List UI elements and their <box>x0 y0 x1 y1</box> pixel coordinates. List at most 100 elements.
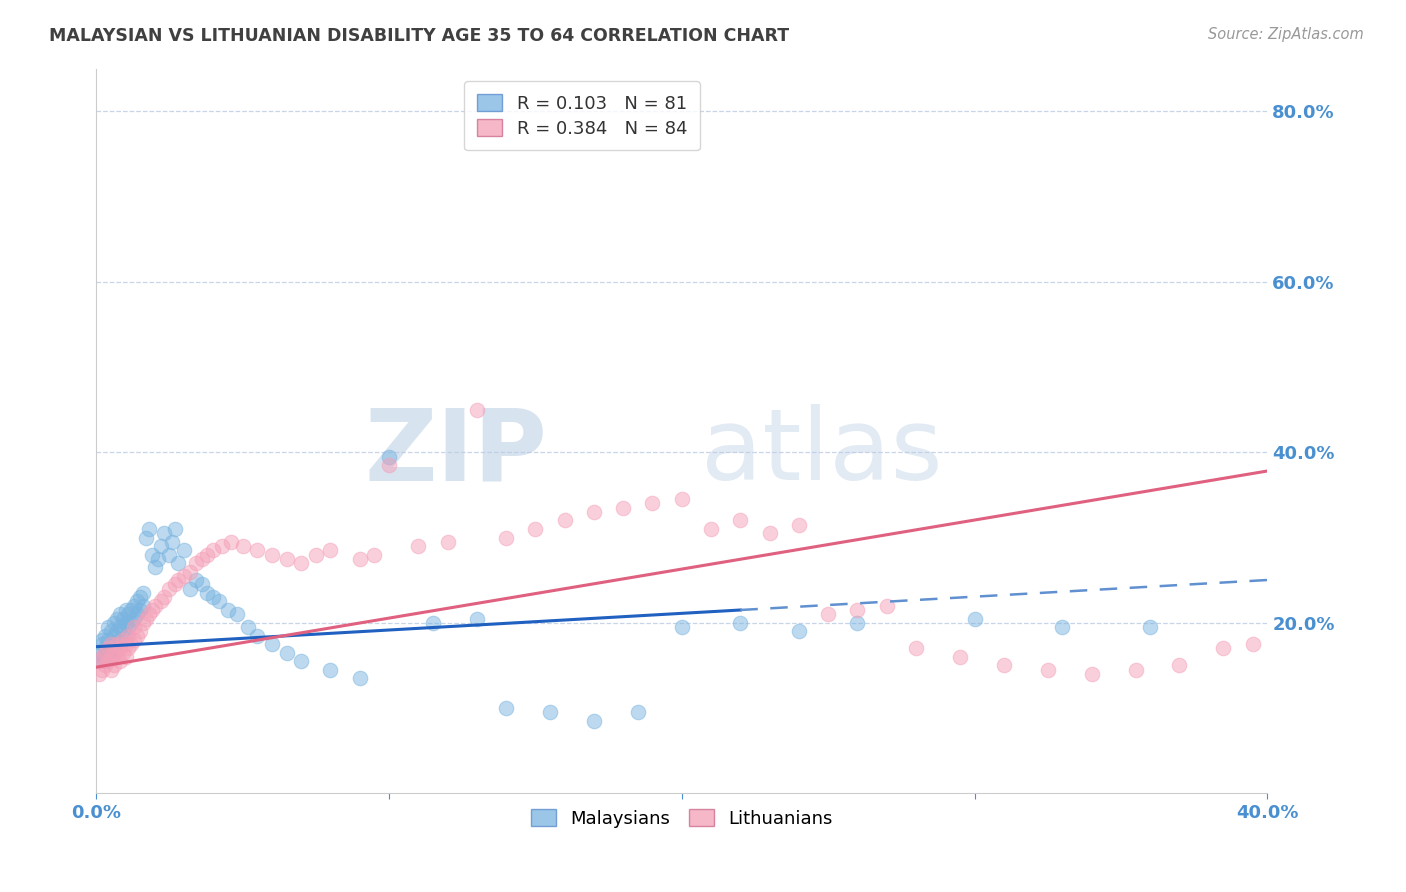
Point <box>100 624 122 639</box>
Point <box>103 646 125 660</box>
Point <box>108 654 131 668</box>
Point <box>184 573 207 587</box>
Point <box>127 594 149 608</box>
Point <box>91 649 114 664</box>
Point <box>219 534 242 549</box>
Point <box>730 615 752 630</box>
Point <box>1241 637 1264 651</box>
Point <box>127 607 149 622</box>
Point <box>124 599 146 613</box>
Point <box>465 402 488 417</box>
Text: MALAYSIAN VS LITHUANIAN DISABILITY AGE 35 TO 64 CORRELATION CHART: MALAYSIAN VS LITHUANIAN DISABILITY AGE 3… <box>49 27 789 45</box>
Point <box>120 615 142 630</box>
Point <box>94 658 117 673</box>
Point <box>211 539 233 553</box>
Point <box>671 620 693 634</box>
Point <box>120 603 142 617</box>
Point <box>876 599 898 613</box>
Point <box>100 637 122 651</box>
Point <box>159 548 181 562</box>
Point <box>208 594 231 608</box>
Point <box>105 611 128 625</box>
Point <box>349 671 371 685</box>
Point <box>105 624 128 639</box>
Point <box>114 637 136 651</box>
Point <box>152 526 174 541</box>
Point <box>305 548 328 562</box>
Point <box>290 556 312 570</box>
Legend: Malaysians, Lithuanians: Malaysians, Lithuanians <box>523 802 839 835</box>
Point <box>554 513 576 527</box>
Point <box>179 565 201 579</box>
Point <box>1271 654 1294 668</box>
Point <box>197 586 219 600</box>
Point <box>246 629 269 643</box>
Point <box>111 611 134 625</box>
Point <box>963 611 986 625</box>
Point <box>993 658 1015 673</box>
Point <box>143 560 166 574</box>
Point <box>91 649 114 664</box>
Point <box>97 632 120 647</box>
Point <box>582 505 605 519</box>
Point <box>124 611 146 625</box>
Point <box>582 714 605 728</box>
Point <box>846 615 869 630</box>
Point <box>97 641 120 656</box>
Point <box>111 646 134 660</box>
Point <box>378 450 401 464</box>
Point <box>465 611 488 625</box>
Point <box>1168 658 1191 673</box>
Point <box>167 556 190 570</box>
Point <box>117 641 139 656</box>
Point <box>671 492 693 507</box>
Point <box>1301 462 1323 476</box>
Point <box>132 599 155 613</box>
Point <box>89 646 111 660</box>
Point <box>1125 663 1147 677</box>
Point <box>904 641 927 656</box>
Point <box>495 531 517 545</box>
Point <box>89 667 111 681</box>
Point <box>846 603 869 617</box>
Point <box>141 548 163 562</box>
Point <box>111 632 134 647</box>
Point <box>108 641 131 656</box>
Point <box>179 582 201 596</box>
Point <box>129 591 152 605</box>
Point <box>100 649 122 664</box>
Point <box>103 615 125 630</box>
Point <box>349 552 371 566</box>
Point <box>120 637 142 651</box>
Point <box>260 548 283 562</box>
Point <box>94 629 117 643</box>
Point <box>143 599 166 613</box>
Point <box>238 620 260 634</box>
Point <box>260 637 283 651</box>
Point <box>949 649 972 664</box>
Point <box>114 603 136 617</box>
Point <box>100 637 122 651</box>
Point <box>117 620 139 634</box>
Point <box>108 607 131 622</box>
Point <box>436 534 458 549</box>
Point <box>319 543 342 558</box>
Point <box>538 706 561 720</box>
Point <box>787 517 810 532</box>
Point <box>1212 641 1234 656</box>
Point <box>135 611 157 625</box>
Point <box>1052 620 1074 634</box>
Point <box>129 624 152 639</box>
Point <box>173 569 195 583</box>
Point <box>132 615 155 630</box>
Point <box>202 543 225 558</box>
Point <box>89 654 111 668</box>
Point <box>225 607 247 622</box>
Point <box>232 539 254 553</box>
Point <box>138 522 160 536</box>
Point <box>97 620 120 634</box>
Point <box>108 620 131 634</box>
Point <box>105 637 128 651</box>
Point <box>97 654 120 668</box>
Text: Source: ZipAtlas.com: Source: ZipAtlas.com <box>1208 27 1364 42</box>
